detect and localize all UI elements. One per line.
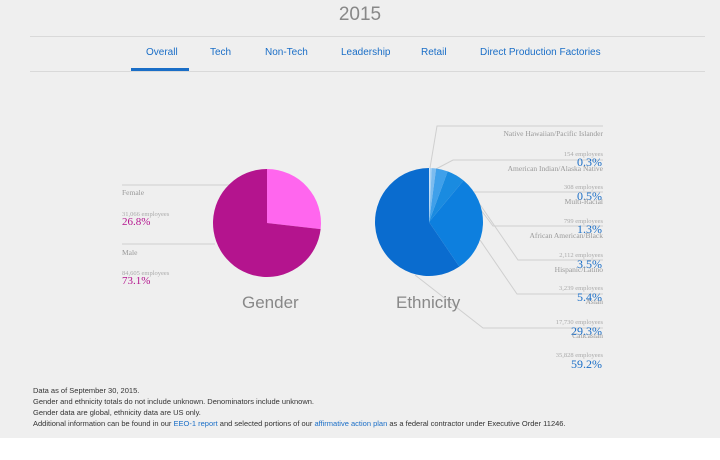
tab-direct-production-factories[interactable]: Direct Production Factories	[480, 47, 601, 58]
eth-label-american-indian: American Indian/Alaska Native	[507, 164, 603, 173]
eth-count-african-american: 2,112 employees	[559, 252, 603, 259]
eth-percent-asian: 29.3%	[571, 324, 602, 338]
ethnicity-slice-asian	[429, 180, 483, 267]
leader-line	[469, 189, 603, 261]
ethnicity-slice-caucasian	[375, 168, 460, 276]
eth-count-hispanic: 3,239 employees	[558, 285, 603, 292]
ethnicity-slice-hispanic-latino	[429, 171, 464, 222]
ethnicity-pie-chart	[375, 168, 483, 276]
footnote-date: Data as of September 30, 2015.	[33, 386, 140, 395]
eth-percent-native-hawaiian: 0.3%	[577, 155, 602, 169]
eth-percent-hispanic: 5.4%	[577, 290, 602, 304]
eth-label-native-hawaiian: Native Hawaiian/Pacific Islander	[503, 129, 603, 138]
footnote-additional: Additional information can be found in o…	[33, 419, 566, 428]
footer-band	[0, 438, 720, 460]
eth-label-hispanic: Hispanic/Latino	[554, 265, 603, 274]
gender-label-male: Male	[122, 248, 138, 257]
gender-slice-female	[267, 169, 321, 230]
leader-line	[435, 159, 603, 170]
tab-retail[interactable]: Retail	[421, 47, 447, 58]
eth-percent-caucasian: 59.2%	[571, 357, 602, 371]
footnote-totals: Gender and ethnicity totals do not inclu…	[33, 397, 315, 406]
leader-line	[414, 274, 603, 329]
gender-pie-chart	[213, 169, 321, 277]
tab-tech[interactable]: Tech	[210, 47, 232, 58]
tab-non-tech[interactable]: Non-Tech	[265, 47, 308, 58]
ethnicity-slice-african-american-black	[429, 168, 448, 222]
eth-label-caucasian: Caucasian	[572, 331, 603, 340]
gender-slice-male	[213, 169, 321, 277]
eeo1-report-link[interactable]: EEO-1 report	[173, 419, 218, 428]
eth-count-american-indian: 308 employees	[563, 184, 603, 191]
leader-line	[479, 239, 603, 295]
ethnicity-slice-native-hawaiian-pacific-islander	[429, 168, 431, 222]
eth-count-caucasian: 35,828 employees	[555, 352, 603, 359]
gender-count-male: 84,605 employees	[122, 270, 170, 277]
ethnicity-slice-american-indian-alaska-native	[429, 168, 432, 222]
eth-count-multi-racial: 799 employees	[563, 218, 603, 225]
divider-top	[30, 36, 705, 37]
ethnicity-chart-title: Ethnicity	[396, 293, 461, 312]
footnote-scope: Gender data are global, ethnicity data a…	[33, 408, 201, 417]
eth-label-multi-racial: Multi-Racial	[564, 197, 603, 206]
gender-count-female: 31,066 employees	[122, 211, 170, 218]
gender-percent-male: 73.1%	[122, 275, 151, 287]
eth-label-african-american: African American/Black	[529, 231, 603, 240]
gender-label-female: Female	[122, 188, 145, 197]
active-tab-indicator	[131, 68, 189, 71]
ethnicity-slice-multi-racial	[429, 168, 437, 222]
eth-percent-american-indian: 0.5%	[577, 189, 602, 203]
page-title: 2015	[338, 4, 382, 25]
tab-overall[interactable]: Overall	[146, 47, 178, 58]
eth-label-asian: Asian	[585, 297, 604, 306]
divider-tabs	[30, 71, 705, 72]
affirmative-action-plan-link[interactable]: affirmative action plan	[314, 419, 388, 428]
tab-leadership[interactable]: Leadership	[341, 47, 391, 58]
gender-percent-female: 26.8%	[122, 216, 151, 228]
eth-percent-multi-racial: 1.3%	[577, 222, 602, 236]
leader-line	[429, 125, 603, 169]
eth-count-asian: 17,730 employees	[555, 319, 603, 326]
eth-count-native-hawaiian: 154 employees	[563, 151, 603, 158]
gender-chart-title: Gender	[242, 293, 299, 312]
footnotes: Data as of September 30, 2015. Gender an…	[33, 385, 566, 429]
eth-percent-african-american: 3.5%	[577, 257, 602, 271]
